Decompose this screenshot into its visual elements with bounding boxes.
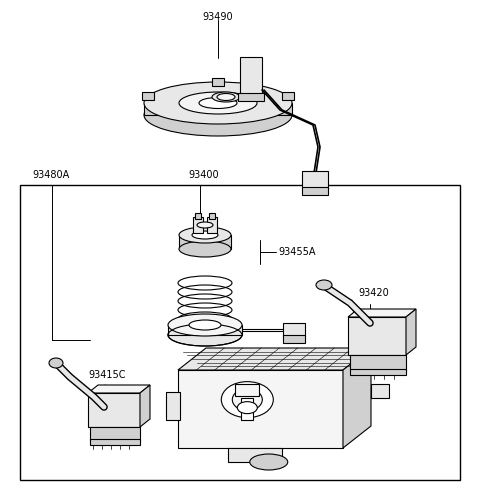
Bar [241,398,253,419]
Text: 93420: 93420 [358,288,389,298]
Ellipse shape [221,382,273,417]
Text: 93415C: 93415C [88,370,125,380]
Ellipse shape [199,97,237,108]
Bar [302,171,328,189]
Ellipse shape [179,227,231,243]
Bar [282,92,294,100]
Text: 93400: 93400 [188,170,218,180]
Bar [178,370,343,448]
Bar [302,187,328,195]
Bar [207,217,217,233]
Bar [240,57,262,95]
Bar [238,93,264,101]
Bar [166,392,180,420]
Polygon shape [140,385,150,427]
Ellipse shape [217,93,235,100]
Polygon shape [406,309,416,355]
Bar [209,213,215,219]
Bar [88,393,140,427]
Bar [235,384,259,396]
Bar [350,369,406,375]
Bar [143,92,155,100]
Bar [20,185,460,480]
Polygon shape [88,385,150,393]
Ellipse shape [316,280,332,290]
Bar [350,355,406,371]
Bar [179,235,231,249]
Text: 93455A: 93455A [278,247,315,257]
Ellipse shape [192,231,218,239]
Bar [193,217,203,233]
Bar [144,103,292,115]
Ellipse shape [179,92,257,114]
Ellipse shape [168,314,242,336]
Ellipse shape [197,222,213,228]
Ellipse shape [144,82,292,124]
Ellipse shape [212,92,240,102]
Ellipse shape [168,324,242,346]
Text: 93480A: 93480A [32,170,69,180]
Bar [90,439,140,445]
Bar [90,427,140,441]
Bar [168,325,242,335]
Bar [228,448,281,462]
Ellipse shape [232,389,262,411]
Bar [371,384,389,398]
Ellipse shape [179,241,231,257]
Bar [348,317,406,355]
Bar [195,213,201,219]
Bar [283,323,305,337]
Ellipse shape [237,402,257,414]
Polygon shape [348,309,416,317]
Text: 93490: 93490 [203,12,233,22]
Ellipse shape [49,358,63,368]
Bar [212,78,224,86]
Polygon shape [343,348,371,448]
Ellipse shape [144,94,292,136]
Bar [283,335,305,343]
Polygon shape [178,348,371,370]
Ellipse shape [189,320,221,330]
Ellipse shape [250,454,288,470]
